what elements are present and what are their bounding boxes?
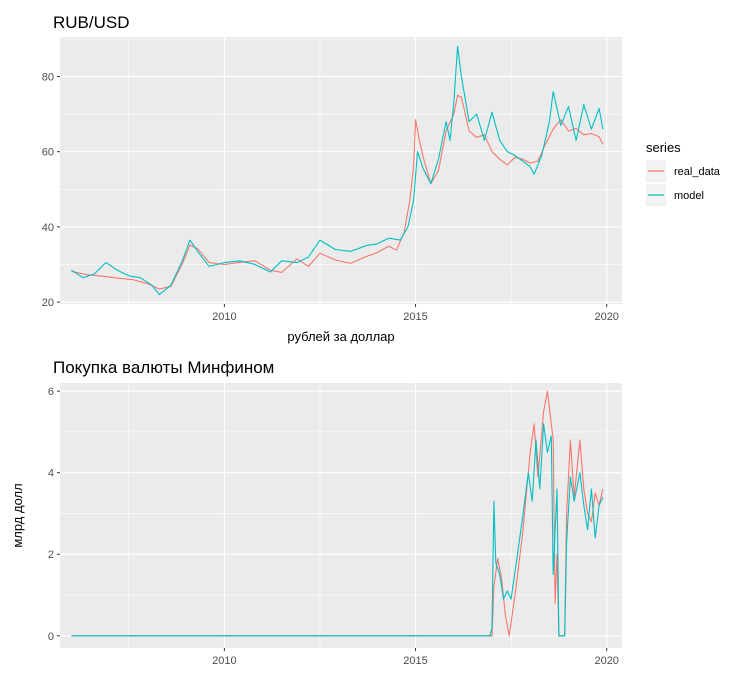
legend-label-real_data: real_data	[674, 166, 721, 178]
legend-title: series	[646, 140, 681, 155]
x-tick-label: 2015	[403, 655, 427, 667]
series-line-real_data	[71, 94, 604, 290]
chart-title: Покупка валюты Минфином	[53, 358, 274, 377]
series-line-real_data	[71, 390, 604, 637]
y-tick-label: 0	[48, 631, 54, 643]
x-tick-label: 2020	[594, 311, 618, 323]
x-tick-label: 2020	[594, 655, 618, 667]
series-line-model	[71, 45, 604, 296]
y-axis-label: млрд долл	[10, 483, 25, 547]
y-tick-label: 2	[48, 549, 54, 561]
x-tick-label: 2010	[212, 311, 236, 323]
legend-label-model: model	[674, 190, 704, 202]
y-tick-label: 6	[48, 386, 54, 398]
y-tick-label: 40	[42, 222, 54, 234]
x-axis-label: рублей за доллар	[287, 329, 394, 344]
x-tick-label: 2010	[212, 655, 236, 667]
y-tick-label: 4	[48, 468, 54, 480]
y-tick-label: 60	[42, 147, 54, 159]
x-tick-label: 2015	[403, 311, 427, 323]
panel-background-1	[60, 37, 622, 304]
series-line-model	[71, 423, 604, 637]
y-tick-label: 80	[42, 71, 54, 83]
panel-background-2	[60, 383, 622, 648]
y-tick-label: 20	[42, 297, 54, 309]
chart-title: RUB/USD	[53, 13, 130, 32]
